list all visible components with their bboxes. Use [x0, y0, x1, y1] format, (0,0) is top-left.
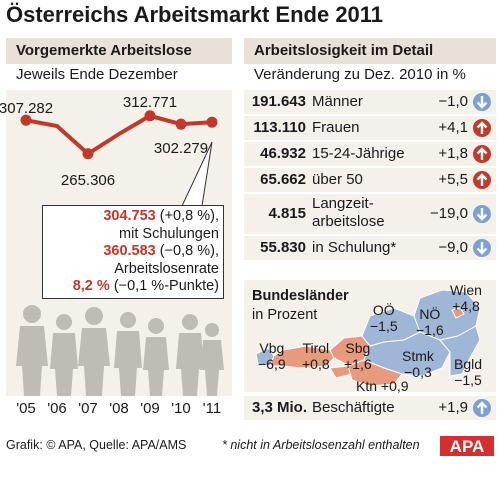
arrow-up-icon — [472, 144, 492, 169]
state-label-bgld: Bgld −1,5 — [454, 356, 483, 388]
left-panel-header: Vorgemerkte Arbeitslose — [6, 38, 232, 64]
states-map: Bundesländer in Prozent OÖ −1,5 NÖ −1,6 Wi… — [244, 280, 496, 394]
row-value: 55.830 — [260, 239, 306, 256]
state-label-ooe: OÖ −1,5 — [370, 302, 398, 334]
arrow-down-icon — [472, 204, 492, 229]
arrow-down-icon — [472, 92, 492, 117]
unemployed-total-change: (+0,8 %), — [155, 208, 219, 224]
row-change: +5,5 — [438, 171, 468, 188]
row-value: 65.662 — [260, 171, 306, 188]
state-label-wien: Wien +4,8 — [450, 282, 482, 314]
table-row: 191.643 Männer −1,0 — [244, 90, 496, 114]
left-panel-subtitle: Jeweils Ende Dezember — [16, 66, 178, 83]
row-value: 191.643 — [251, 93, 306, 110]
apa-logo: APA — [440, 432, 494, 458]
region-wien — [451, 307, 465, 319]
row-label: in Schulung* — [312, 239, 397, 256]
state-label-ktn: Ktn +0,9 — [356, 378, 409, 394]
region-ktn — [347, 359, 403, 387]
state-label-stmk: Stmk −0,3 — [402, 348, 434, 380]
arrow-up-icon — [472, 398, 492, 423]
table-row: 55.830 in Schulung* −9,0 — [244, 236, 496, 260]
row-value: 4.815 — [268, 205, 306, 222]
apa-logo-text: APA — [450, 437, 485, 456]
x-tick-label: '11 — [202, 400, 222, 417]
row-label: Männer — [312, 93, 363, 110]
austria-map — [255, 289, 481, 387]
point-label: 312.771 — [122, 93, 178, 111]
data-point — [175, 118, 187, 130]
table-row: 65.662 über 50 +5,5 — [244, 168, 496, 192]
state-label-tirol: Tirol +0,8 — [302, 340, 330, 372]
row-value: 113.110 — [253, 119, 306, 136]
rate-label: Arbeitslosenrate — [114, 260, 219, 277]
arrow-up-icon — [472, 118, 492, 143]
point-label: 265.306 — [60, 171, 116, 189]
arrow-up-icon — [472, 170, 492, 195]
chart-marks — [20, 110, 218, 160]
state-label-vbg: Vbg −6,9 — [258, 340, 286, 372]
with-training-total: 360.583 — [103, 243, 156, 259]
source-credit: Grafik: © APA, Quelle: APA/AMS — [6, 438, 187, 452]
row-label: Frauen — [312, 119, 360, 136]
data-point — [20, 114, 32, 126]
region-bgld — [439, 325, 481, 377]
data-point — [82, 148, 94, 160]
x-tick-label: '07 — [78, 400, 98, 417]
unemployed-total: 304.753 — [103, 208, 156, 224]
row-label: über 50 — [312, 171, 363, 188]
people-silhouettes — [16, 305, 224, 396]
x-tick-label: '06 — [47, 400, 67, 417]
unemployment-rate-change: (−0,1 %-Punkte) — [109, 278, 219, 294]
row-change: +4,1 — [438, 119, 468, 136]
row-change: +1,8 — [438, 145, 468, 162]
employment-label: Beschäftigte — [312, 399, 395, 416]
row-change: −1,0 — [438, 93, 468, 110]
table-row: 4.815 Langzeit-arbeitslose −19,0 — [244, 194, 496, 234]
right-panel-subtitle: Veränderung zu Dez. 2010 in % — [254, 66, 466, 83]
x-axis-ticks: '05 '06 '07 '08 '09 '10 '11 — [6, 398, 232, 420]
footnote: * nicht in Arbeitslosenzahl enthalten — [222, 438, 420, 452]
row-label: 15-24-Jährige — [312, 145, 405, 162]
table-row: 113.110 Frauen +4,1 — [244, 116, 496, 140]
data-point — [206, 116, 218, 128]
map-title: Bundesländer — [252, 288, 349, 304]
row-label: Langzeit-arbeitslose — [312, 195, 385, 230]
point-label: 302.279 — [153, 140, 209, 158]
x-tick-label: '09 — [140, 400, 160, 417]
employment-change: +1,9 — [438, 399, 468, 416]
with-training-change: (−0,8 %), — [155, 243, 219, 259]
with-training-label: mit Schulungen — [119, 225, 219, 242]
state-label-sbg: Sbg +1,6 — [344, 340, 372, 372]
employment-row: 3,3 Mio. Beschäftigte +1,9 — [244, 396, 496, 420]
region-tirol — [269, 345, 335, 369]
point-label: 307.282 — [0, 100, 54, 118]
right-panel-header: Arbeitslosigkeit im Detail — [244, 38, 496, 64]
map-subtitle: in Prozent — [252, 307, 318, 323]
data-point — [144, 110, 156, 122]
unemployment-rate: 8,2 % — [72, 278, 110, 294]
row-change: −19,0 — [430, 205, 468, 222]
x-tick-label: '05 — [16, 400, 36, 417]
state-label-noe: NÖ −1,6 — [416, 306, 444, 338]
row-change: −9,0 — [438, 239, 468, 256]
employment-value: 3,3 Mio. — [252, 399, 308, 416]
summary-callout: 304.753 (+0,8 %), mit Schulungen 360.583… — [42, 205, 224, 299]
row-value: 46.932 — [260, 145, 306, 162]
line-chart — [16, 110, 224, 396]
page-title: Österreichs Arbeitsmarkt Ende 2011 — [6, 2, 384, 27]
x-tick-label: '10 — [171, 400, 191, 417]
arrow-down-icon — [472, 238, 492, 263]
x-tick-label: '08 — [109, 400, 129, 417]
table-row: 46.932 15-24-Jährige +1,8 — [244, 142, 496, 166]
